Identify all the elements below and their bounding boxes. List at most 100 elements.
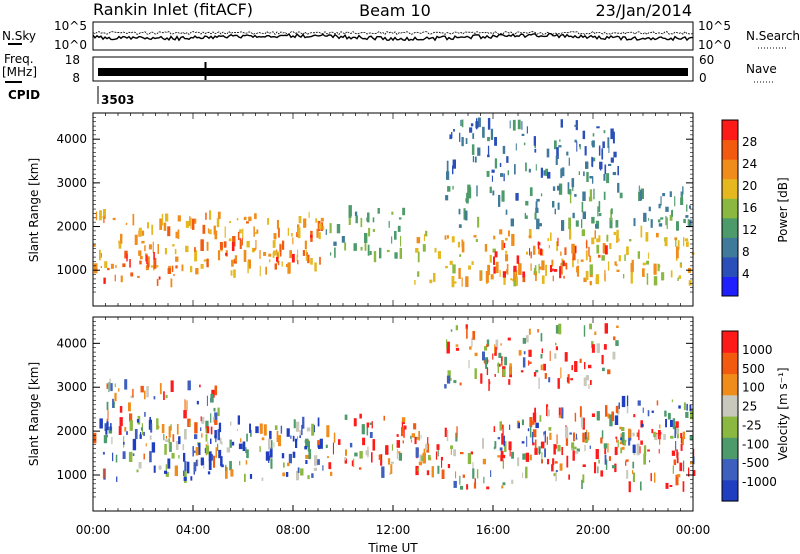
heatmap-cell <box>598 459 600 464</box>
heatmap-cell <box>102 451 105 455</box>
heatmap-cell <box>394 231 397 240</box>
heatmap-cell <box>472 156 474 163</box>
heatmap-cell <box>444 384 447 389</box>
heatmap-cell <box>106 383 109 389</box>
xaxis-tick-label: 16:00 <box>476 523 511 537</box>
heatmap-cell <box>477 117 481 128</box>
heatmap-cell <box>675 474 679 486</box>
heatmap-cell <box>208 451 212 462</box>
heatmap-cell <box>279 244 282 257</box>
heatmap-cell <box>129 413 133 422</box>
power-yaxis: 1000 2000 3000 4000 <box>56 113 694 306</box>
heatmap-cell <box>560 168 563 178</box>
heatmap-cell <box>99 418 103 429</box>
heatmap-cell <box>447 464 451 469</box>
heatmap-cell <box>167 268 171 274</box>
heatmap-cell <box>360 246 363 251</box>
heatmap-cell <box>165 464 167 476</box>
heatmap-cell <box>493 426 496 433</box>
heatmap-cell <box>314 262 317 272</box>
heatmap-cell <box>642 407 644 413</box>
heatmap-cell <box>521 133 525 136</box>
heatmap-cell <box>503 435 505 447</box>
heatmap-cell <box>268 253 272 257</box>
heatmap-cell <box>281 453 285 459</box>
heatmap-cell <box>560 263 563 275</box>
heatmap-cell <box>445 195 449 201</box>
heatmap-cell <box>505 209 508 215</box>
heatmap-cell <box>459 132 461 142</box>
heatmap-cell <box>494 346 497 356</box>
heatmap-cell <box>136 419 139 423</box>
heatmap-cell <box>602 141 605 149</box>
heatmap-cell <box>146 255 148 264</box>
heatmap-cell <box>289 250 292 259</box>
heatmap-cell <box>305 438 309 448</box>
heatmap-cell <box>401 427 404 437</box>
heatmap-cell <box>632 470 634 474</box>
heatmap-cell <box>557 378 560 389</box>
heatmap-cell <box>141 240 145 244</box>
heatmap-cell <box>603 130 606 134</box>
heatmap-cell <box>615 405 619 414</box>
heatmap-cell <box>325 444 328 448</box>
heatmap-cell <box>588 384 590 389</box>
colorbar-tick-label: 8 <box>742 245 750 259</box>
heatmap-cell <box>190 217 192 229</box>
heatmap-cell <box>502 145 506 154</box>
heatmap-cell <box>640 423 644 427</box>
heatmap-cell <box>525 162 527 172</box>
heatmap-cell <box>608 146 610 153</box>
heatmap-cell <box>398 451 401 454</box>
heatmap-cell <box>433 273 436 282</box>
heatmap-cell <box>501 356 503 366</box>
heatmap-cell <box>628 428 631 438</box>
heatmap-cell <box>460 485 464 490</box>
heatmap-cell <box>459 475 461 485</box>
heatmap-cell <box>544 448 546 458</box>
heatmap-cell <box>230 421 232 426</box>
heatmap-cell <box>646 260 649 265</box>
heatmap-cell <box>225 252 228 256</box>
heatmap-cell <box>584 362 586 370</box>
heatmap-cell <box>334 247 336 258</box>
heatmap-cell <box>206 395 208 406</box>
heatmap-cell <box>613 231 617 236</box>
heatmap-cell <box>648 252 650 259</box>
heatmap-cell <box>609 243 612 250</box>
heatmap-cell <box>493 235 496 240</box>
heatmap-cell <box>639 190 643 201</box>
heatmap-cell <box>103 209 106 219</box>
heatmap-cell <box>372 439 376 451</box>
heatmap-cell <box>381 466 385 478</box>
heatmap-cell <box>272 240 276 248</box>
heatmap-cell <box>400 235 402 247</box>
heatmap-cell <box>102 468 105 479</box>
heatmap-cell <box>364 240 367 251</box>
heatmap-cell <box>595 449 599 460</box>
heatmap-cell <box>333 241 337 246</box>
heatmap-cell <box>618 402 620 409</box>
heatmap-cell <box>686 241 689 247</box>
heatmap-cell <box>515 143 517 151</box>
heatmap-cell <box>171 265 174 272</box>
cpid-label: CPID <box>8 88 40 102</box>
heatmap-cell <box>269 430 272 440</box>
heatmap-cell <box>582 417 585 430</box>
heatmap-cell <box>671 450 676 456</box>
heatmap-cell <box>611 411 614 422</box>
heatmap-cell <box>638 185 640 191</box>
heatmap-cell <box>261 477 264 481</box>
heatmap-cell <box>595 224 599 229</box>
heatmap-cell <box>482 126 485 138</box>
heatmap-cell <box>518 350 522 356</box>
heatmap-cell <box>491 169 495 173</box>
heatmap-cell <box>455 325 458 331</box>
heatmap-cell <box>673 459 677 466</box>
heatmap-cell <box>118 426 122 435</box>
heatmap-cell <box>585 161 589 169</box>
heatmap-cell <box>394 252 398 259</box>
heatmap-cell <box>397 225 401 232</box>
heatmap-cell <box>486 170 490 177</box>
heatmap-cell <box>594 230 596 239</box>
